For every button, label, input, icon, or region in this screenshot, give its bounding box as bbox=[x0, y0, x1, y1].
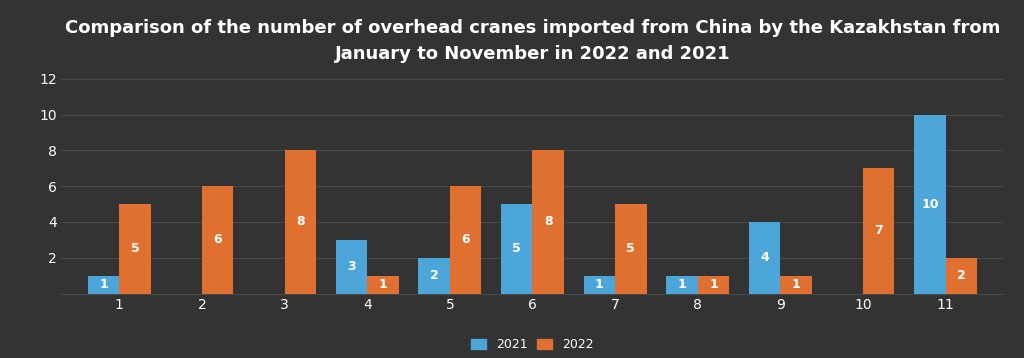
Text: 6: 6 bbox=[213, 233, 222, 246]
Text: 1: 1 bbox=[709, 278, 718, 291]
Bar bbox=[88, 276, 119, 294]
Text: 1: 1 bbox=[99, 278, 108, 291]
Bar bbox=[285, 150, 316, 294]
Text: 1: 1 bbox=[678, 278, 686, 291]
Text: 7: 7 bbox=[874, 224, 883, 237]
Bar bbox=[202, 186, 233, 294]
Bar bbox=[584, 276, 615, 294]
Bar bbox=[368, 276, 398, 294]
Text: 2: 2 bbox=[430, 269, 438, 282]
Bar bbox=[419, 258, 450, 294]
Text: 1: 1 bbox=[792, 278, 801, 291]
Bar bbox=[667, 276, 697, 294]
Bar bbox=[501, 204, 532, 294]
Text: 5: 5 bbox=[512, 242, 521, 255]
Text: 5: 5 bbox=[627, 242, 635, 255]
Bar bbox=[336, 240, 368, 294]
Text: 5: 5 bbox=[131, 242, 139, 255]
Text: 1: 1 bbox=[595, 278, 604, 291]
Bar bbox=[697, 276, 729, 294]
Legend: 2021, 2022: 2021, 2022 bbox=[466, 333, 599, 356]
Text: 4: 4 bbox=[760, 251, 769, 264]
Bar bbox=[863, 168, 894, 294]
Text: 1: 1 bbox=[379, 278, 387, 291]
Text: 2: 2 bbox=[957, 269, 966, 282]
Text: 3: 3 bbox=[347, 260, 355, 273]
Bar bbox=[450, 186, 481, 294]
Text: 8: 8 bbox=[296, 216, 304, 228]
Bar bbox=[615, 204, 646, 294]
Text: 8: 8 bbox=[544, 216, 553, 228]
Bar bbox=[532, 150, 564, 294]
Bar bbox=[914, 115, 946, 294]
Bar bbox=[119, 204, 151, 294]
Title: Comparison of the number of overhead cranes imported from China by the Kazakhsta: Comparison of the number of overhead cra… bbox=[65, 19, 1000, 63]
Text: 10: 10 bbox=[922, 198, 939, 211]
Bar bbox=[749, 222, 780, 294]
Bar bbox=[780, 276, 812, 294]
Text: 6: 6 bbox=[461, 233, 470, 246]
Bar bbox=[946, 258, 977, 294]
